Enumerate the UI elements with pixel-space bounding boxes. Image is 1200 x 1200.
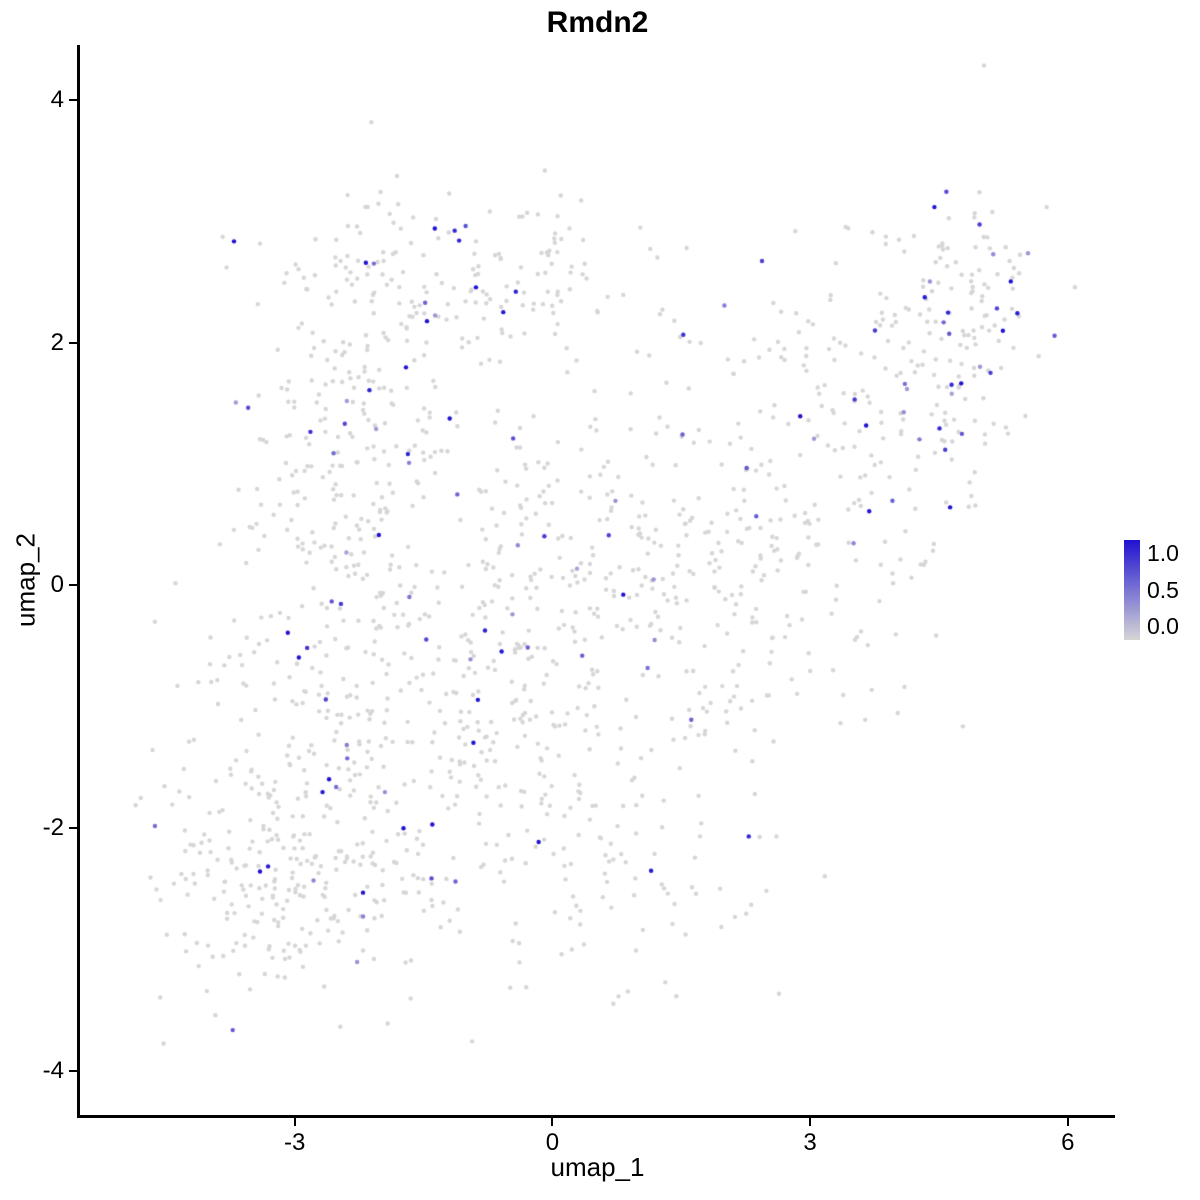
y-tick-label: 0 (50, 571, 64, 599)
plot-area (77, 45, 1115, 1118)
legend-labels: 1.0 0.5 0.0 (1147, 540, 1179, 640)
y-tick-label: 4 (50, 85, 64, 113)
x-tick-label: 3 (803, 1129, 817, 1156)
y-tick-mark (69, 341, 77, 344)
legend-label-mid: 0.5 (1147, 576, 1179, 603)
legend-label-low: 0.0 (1147, 613, 1179, 639)
legend-gradient-bar (1124, 540, 1140, 640)
x-tick-label: 0 (545, 1129, 560, 1156)
y-tick-mark (69, 827, 77, 830)
y-tick-mark (69, 98, 77, 101)
y-tick-label: -2 (42, 814, 64, 842)
y-tick-label: -4 (42, 1057, 64, 1085)
x-tick-mark (1066, 1118, 1069, 1126)
plot-title: Rmdn2 (546, 6, 649, 39)
x-tick-mark (551, 1118, 554, 1126)
y-axis-label: umap_2 (10, 533, 41, 627)
x-tick-mark (293, 1118, 296, 1126)
x-tick-label: -3 (284, 1129, 306, 1156)
y-tick-label: 2 (50, 328, 64, 356)
y-tick-mark (69, 584, 77, 587)
x-tick-mark (809, 1118, 812, 1126)
scatter-canvas (80, 45, 1115, 1115)
y-tick-mark (69, 1070, 77, 1073)
x-axis-label: umap_1 (550, 1152, 645, 1182)
x-tick-label: 6 (1061, 1129, 1075, 1156)
expression-legend: 1.0 0.5 0.0 (1124, 540, 1179, 640)
legend-label-high: 1.0 (1147, 540, 1179, 566)
